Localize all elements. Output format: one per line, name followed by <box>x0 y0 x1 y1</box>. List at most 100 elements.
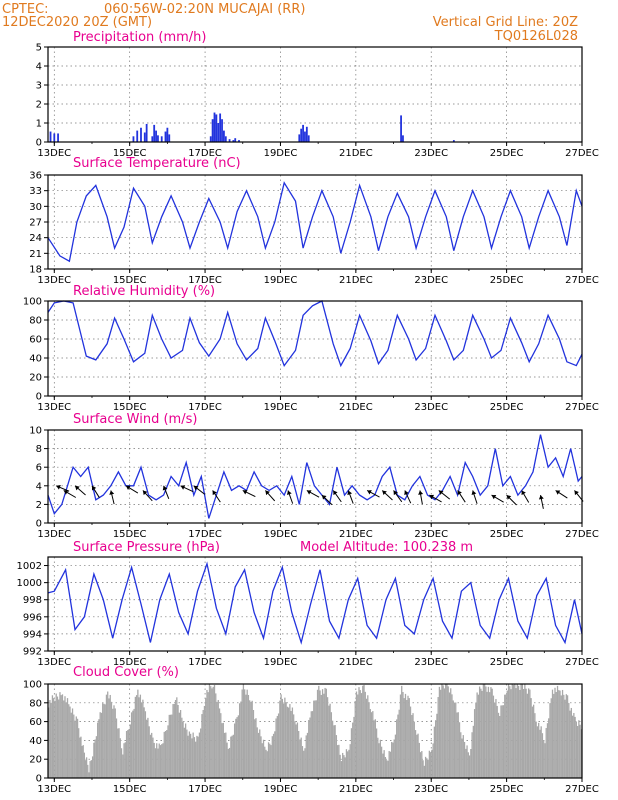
cloud-bar <box>184 723 187 778</box>
cloud-bar <box>382 753 384 778</box>
cloud-bar <box>374 719 376 778</box>
x-tick-label: 27DEC <box>565 784 599 795</box>
precip-bar <box>153 124 156 142</box>
cloud-bar <box>551 689 554 778</box>
x-tick-label: 15DEC <box>113 275 147 286</box>
precip-bar <box>155 130 157 142</box>
cloud-bar <box>340 761 343 778</box>
cloud-bar <box>421 751 423 778</box>
cloud-bar <box>380 746 383 778</box>
cloud-bar <box>362 685 364 778</box>
wind-arrow-head <box>574 490 579 496</box>
cloud-bar <box>495 699 497 778</box>
x-tick-label: 25DEC <box>490 402 524 413</box>
x-tick-label: 13DEC <box>37 148 71 159</box>
y-tick-label: 18 <box>29 265 42 276</box>
y-tick-label: 1002 <box>17 561 42 572</box>
x-tick-label: 25DEC <box>490 657 524 668</box>
cloud-bar <box>235 718 237 778</box>
cloud-bar <box>254 719 256 778</box>
cloud-bar <box>570 707 572 778</box>
cloud-bar <box>178 712 180 778</box>
x-tick-label: 13DEC <box>37 402 71 413</box>
x-tick-label: 21DEC <box>339 784 373 795</box>
y-tick-label: 20 <box>29 755 42 766</box>
x-tick-label: 23DEC <box>414 275 448 286</box>
cloud-bar <box>529 689 531 778</box>
cloud-bar <box>112 708 114 778</box>
precip-bar <box>215 114 218 142</box>
cloud-bar <box>350 728 353 778</box>
cloud-bar <box>88 772 90 778</box>
cloud-bar <box>177 704 179 778</box>
y-tick-label: 996 <box>23 612 42 623</box>
cloud-bar <box>408 698 410 778</box>
panel-1: Surface Temperature (nC) 18 21 24 27 30 33 36 13… <box>29 156 599 286</box>
cloud-bar <box>467 752 469 778</box>
x-tick-label: 23DEC <box>414 657 448 668</box>
precip-bar <box>164 131 167 142</box>
cloud-bar <box>202 710 204 778</box>
precip-bar <box>228 139 231 142</box>
cloud-bar <box>130 712 133 778</box>
cloud-bar <box>367 695 369 778</box>
cloud-bar <box>569 710 571 778</box>
cloud-bar <box>249 700 251 778</box>
cloud-bar <box>468 755 471 778</box>
cloud-bar <box>333 725 335 778</box>
x-tick-label: 15DEC <box>113 529 147 540</box>
y-tick-label: 40 <box>29 354 42 365</box>
cloud-bar <box>466 745 468 778</box>
cloud-bar <box>500 705 502 778</box>
cloud-bar <box>403 698 405 778</box>
cloud-bar <box>539 729 541 778</box>
cloud-bar <box>550 698 552 778</box>
wind-arrow-head <box>367 490 372 495</box>
cloud-bar <box>244 689 246 778</box>
precip-bar <box>298 134 301 142</box>
cloud-bar <box>172 704 174 778</box>
x-tick-label: 21DEC <box>339 529 373 540</box>
cloud-bar <box>414 730 417 778</box>
precip-bar <box>143 132 146 142</box>
series-line <box>47 181 583 263</box>
cloud-bar <box>396 719 398 778</box>
cloud-bar <box>489 692 491 778</box>
y-tick-label: 2 <box>36 500 42 511</box>
cloud-bar <box>427 759 429 778</box>
cloud-bar <box>558 690 560 778</box>
cloud-bar <box>345 749 348 778</box>
precip-bar <box>57 133 59 142</box>
cloud-bar <box>59 692 61 778</box>
wind-arrow-head <box>393 490 398 496</box>
cloud-bar <box>281 698 284 778</box>
cloud-bar <box>290 710 292 778</box>
cloud-bar <box>392 742 394 778</box>
cloud-bar <box>53 698 55 778</box>
cloud-bar <box>384 757 387 778</box>
cloud-bar <box>549 703 551 778</box>
cloud-bar <box>127 730 129 778</box>
cloud-bar <box>238 703 241 778</box>
cloud-bar <box>284 697 286 778</box>
cloud-bar <box>576 725 579 778</box>
cloud-bar <box>262 739 265 778</box>
cloud-bar <box>375 728 378 778</box>
cloud-bar <box>286 706 289 778</box>
cloud-bar <box>560 695 562 778</box>
cloud-bar <box>242 684 245 778</box>
cloud-bar <box>431 749 433 778</box>
cloud-bar <box>473 709 476 778</box>
x-tick-label: 23DEC <box>414 402 448 413</box>
cloud-bar <box>272 733 275 778</box>
cloud-bar <box>294 721 296 778</box>
cloud-bar <box>89 761 91 778</box>
cloud-bar <box>196 735 198 778</box>
cloud-bar <box>167 725 169 778</box>
cloud-bar <box>378 743 380 778</box>
cloud-bar <box>527 688 530 778</box>
cloud-bar <box>109 694 111 778</box>
cloud-bar <box>115 718 118 778</box>
precip-bar <box>452 140 455 142</box>
